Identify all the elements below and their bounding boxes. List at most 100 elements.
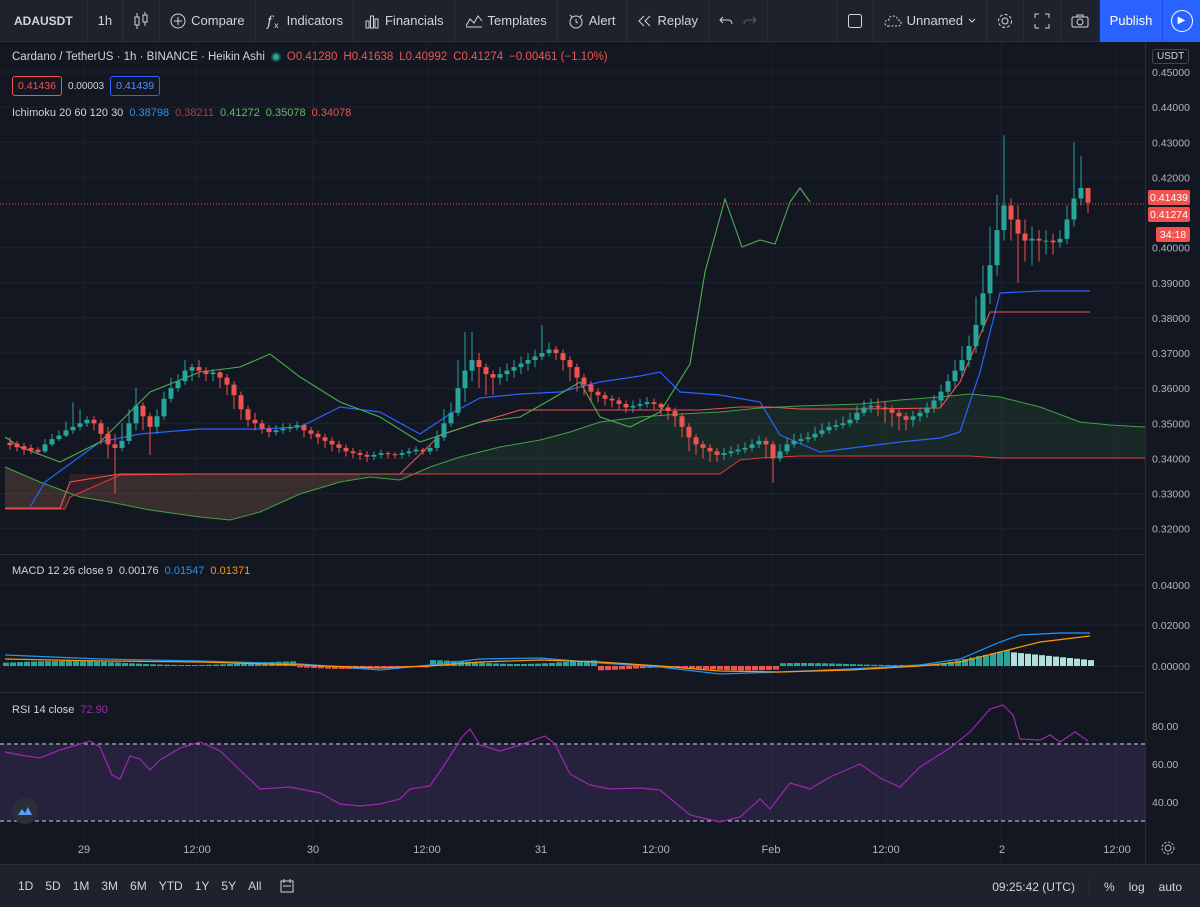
price-scale-divider bbox=[1145, 42, 1146, 864]
macd-histogram-bar bbox=[374, 666, 380, 668]
undo-button[interactable] bbox=[709, 0, 768, 42]
goto-date-icon[interactable] bbox=[279, 878, 295, 894]
candle-body bbox=[574, 367, 580, 378]
templates-button[interactable]: Templates bbox=[455, 0, 558, 42]
candle-body bbox=[63, 430, 69, 436]
candle-body bbox=[406, 451, 412, 454]
range-button-1d[interactable]: 1D bbox=[18, 879, 34, 893]
macd-histogram-bar bbox=[1060, 657, 1066, 666]
bar-chart-icon bbox=[365, 15, 379, 28]
range-button-5d[interactable]: 5D bbox=[45, 879, 61, 893]
chart-canvas[interactable]: 0.45000 0.44000 0.43000 0.42000 0.40000 0.390… bbox=[0, 42, 1200, 864]
macd-histogram-bar bbox=[87, 661, 93, 666]
macd-histogram-bar bbox=[10, 662, 16, 666]
macd-histogram-bar bbox=[787, 663, 793, 666]
compare-button[interactable]: Compare bbox=[160, 0, 256, 42]
svg-text:x: x bbox=[274, 21, 279, 29]
macd-histogram-bar bbox=[682, 666, 688, 668]
publish-menu-button[interactable]: ▶ bbox=[1162, 0, 1200, 42]
publish-button[interactable]: Publish bbox=[1100, 0, 1162, 42]
tradingview-logo-icon[interactable] bbox=[12, 798, 38, 824]
price-tick-label: 0.39000 bbox=[1152, 278, 1190, 290]
candle-body bbox=[728, 451, 734, 454]
candle-body bbox=[357, 453, 363, 455]
auto-scale-toggle[interactable]: auto bbox=[1158, 879, 1182, 894]
pane-divider-rsi[interactable] bbox=[0, 692, 1145, 693]
candles-icon bbox=[134, 11, 148, 29]
range-button-all[interactable]: All bbox=[248, 879, 262, 893]
replay-button[interactable]: Replay bbox=[627, 0, 709, 42]
candle-body bbox=[84, 419, 90, 424]
candle-body bbox=[343, 447, 349, 452]
ichimoku-span-b-value: 0.34078 bbox=[311, 107, 352, 119]
candle-body bbox=[784, 444, 790, 452]
macd-histogram-bar bbox=[381, 666, 387, 668]
price-tick-label: 0.43000 bbox=[1152, 137, 1190, 149]
rsi-legend[interactable]: RSI 14 close 72.90 bbox=[12, 704, 108, 716]
macd-line bbox=[4, 632, 1090, 675]
pane-divider-macd[interactable] bbox=[0, 554, 1145, 555]
macd-histogram-bar bbox=[724, 666, 730, 671]
settings-button[interactable] bbox=[987, 0, 1024, 42]
range-button-6m[interactable]: 6M bbox=[130, 879, 147, 893]
candle-body bbox=[105, 433, 111, 445]
clock-timezone[interactable]: 09:25:42 (UTC) bbox=[992, 879, 1075, 894]
macd-histogram-bar bbox=[1081, 659, 1087, 666]
chart-type-button[interactable] bbox=[123, 0, 161, 42]
symbol-search-button[interactable]: ADAUSDT bbox=[0, 0, 88, 42]
financials-button[interactable]: Financials bbox=[354, 0, 455, 42]
candle-body bbox=[623, 403, 629, 408]
bottom-toolbar: 1D 5D 1M 3M 6M YTD 1Y 5Y All 09:25:42 (UTC) % lo… bbox=[0, 864, 1200, 907]
bottom-right-controls: 09:25:42 (UTC) % log auto bbox=[992, 865, 1182, 907]
candle-body bbox=[630, 405, 636, 408]
candle-body bbox=[371, 454, 377, 457]
macd-histogram-bar bbox=[318, 666, 324, 669]
currency-label[interactable]: USDT bbox=[1152, 49, 1190, 64]
macd-histogram-bar bbox=[241, 663, 247, 666]
fullscreen-toggle[interactable] bbox=[835, 0, 874, 42]
ichimoku-span-a-line bbox=[4, 393, 1146, 521]
layout-menu-button[interactable]: Unnamed bbox=[874, 0, 987, 42]
macd-histogram-bar bbox=[801, 663, 807, 666]
macd-histogram-bar bbox=[122, 662, 128, 666]
alert-button[interactable]: Alert bbox=[558, 0, 627, 42]
buy-price-button[interactable]: 0.41439 bbox=[110, 76, 161, 96]
candle-body bbox=[518, 363, 524, 368]
candle-body bbox=[224, 377, 230, 385]
snapshot-button[interactable] bbox=[1061, 0, 1100, 42]
range-button-1m[interactable]: 1M bbox=[72, 879, 90, 893]
candle-body bbox=[315, 433, 321, 438]
range-button-5y[interactable]: 5Y bbox=[221, 879, 237, 893]
sell-price-button[interactable]: 0.41436 bbox=[12, 76, 62, 96]
candle-body bbox=[504, 370, 510, 375]
candle-body bbox=[560, 353, 566, 361]
ichimoku-legend[interactable]: Ichimoku 20 60 120 30 0.38798 0.38211 0.… bbox=[12, 107, 351, 119]
range-button-1y[interactable]: 1Y bbox=[194, 879, 210, 893]
macd-legend[interactable]: MACD 12 26 close 9 0.00176 0.01547 0.013… bbox=[12, 565, 250, 577]
candle-body bbox=[329, 440, 335, 445]
range-button-3m[interactable]: 3M bbox=[101, 879, 119, 893]
axis-settings-gear-icon[interactable] bbox=[1161, 841, 1175, 855]
range-button-ytd[interactable]: YTD bbox=[158, 879, 183, 893]
expand-button[interactable] bbox=[1024, 0, 1061, 42]
candle-body bbox=[931, 400, 937, 408]
macd-histogram-bar bbox=[192, 664, 198, 666]
log-scale-toggle[interactable]: log bbox=[1128, 879, 1145, 894]
chart-area[interactable]: 0.45000 0.44000 0.43000 0.42000 0.40000 0.390… bbox=[0, 42, 1200, 864]
ohlc-open: O0.41280 bbox=[286, 51, 338, 63]
candle-body bbox=[868, 405, 874, 408]
candle-body bbox=[462, 370, 468, 389]
candle-body bbox=[1029, 238, 1035, 241]
macd-histogram-bar bbox=[45, 661, 51, 666]
macd-histogram-bar bbox=[871, 664, 877, 666]
percent-scale-toggle[interactable]: % bbox=[1103, 879, 1115, 894]
close-price-tag: 0.41274 bbox=[1148, 207, 1190, 222]
macd-histogram-bar bbox=[472, 662, 478, 666]
redo-icon[interactable] bbox=[743, 15, 757, 27]
candle-body bbox=[21, 446, 27, 450]
candle-body bbox=[413, 449, 419, 452]
candle-body bbox=[833, 425, 839, 427]
interval-button[interactable]: 1h bbox=[88, 0, 124, 42]
candle-body bbox=[994, 230, 1000, 266]
